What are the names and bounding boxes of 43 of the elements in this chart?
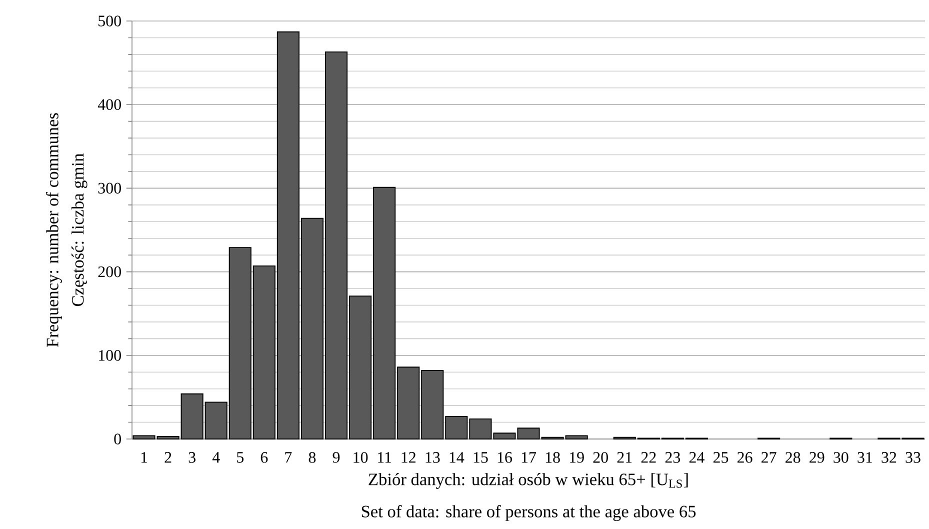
- x-tick-label: 11: [378, 452, 392, 463]
- x-tick-label: 20: [593, 452, 608, 463]
- x-tick-label: 17: [522, 452, 536, 463]
- x-tick-label: 27: [762, 452, 776, 463]
- x-tick-label: 28: [786, 452, 800, 463]
- text: Frequency: number of communes: [46, 113, 62, 347]
- y-tick-label: 500: [98, 16, 121, 26]
- x-tick-label: 24: [689, 452, 704, 463]
- x-tick-label: 32: [882, 452, 896, 463]
- y-tick-label: 300: [98, 182, 121, 194]
- x-tick-label: 29: [810, 452, 824, 463]
- y-tick-label: 200: [98, 266, 121, 278]
- x-tick-label: 16: [498, 452, 512, 463]
- x-tick-label: 1: [141, 452, 148, 463]
- x-tick-label: 10: [354, 452, 368, 463]
- x-tick-label: 13: [426, 452, 440, 463]
- x-tick-label: 14: [450, 452, 464, 463]
- x-tick-label: 7: [285, 452, 292, 463]
- x-tick-label: 12: [402, 452, 416, 463]
- x-tick-label: 31: [858, 452, 872, 463]
- x-tick-label: 18: [546, 452, 560, 463]
- y-tick-label: 0: [114, 434, 121, 444]
- x-tick-label: 22: [641, 452, 656, 463]
- y-axis-title: Częstość: liczba gmin: [72, 153, 88, 306]
- x-tick-label: 4: [212, 452, 220, 463]
- x-tick-label: 30: [834, 452, 848, 463]
- y-tick-label: 400: [98, 99, 121, 110]
- x-tick-label: 33: [906, 452, 920, 463]
- x-tick-label: 8: [308, 452, 316, 463]
- x-tick-label: 6: [260, 452, 268, 463]
- x-tick-label: 2: [164, 452, 172, 463]
- y-tick-label: 100: [99, 350, 121, 361]
- x-tick-label: 5: [237, 452, 244, 463]
- x-tick-label: 23: [665, 452, 680, 463]
- x-tick-label: 19: [570, 452, 584, 463]
- x-tick-label: 26: [737, 452, 752, 463]
- x-tick-label: 25: [713, 452, 728, 463]
- x-axis-title: Zbiór danych: udział osób w wieku 65+ [U$_{LS}$]: [368, 473, 688, 489]
- x-tick-label: 9: [332, 452, 340, 463]
- x-tick-label: 15: [474, 452, 488, 463]
- x-tick-label: 21: [617, 452, 632, 463]
- x-tick-label: 3: [188, 452, 196, 463]
- text: Set of data: share of persons at the age above 65: [362, 505, 696, 521]
